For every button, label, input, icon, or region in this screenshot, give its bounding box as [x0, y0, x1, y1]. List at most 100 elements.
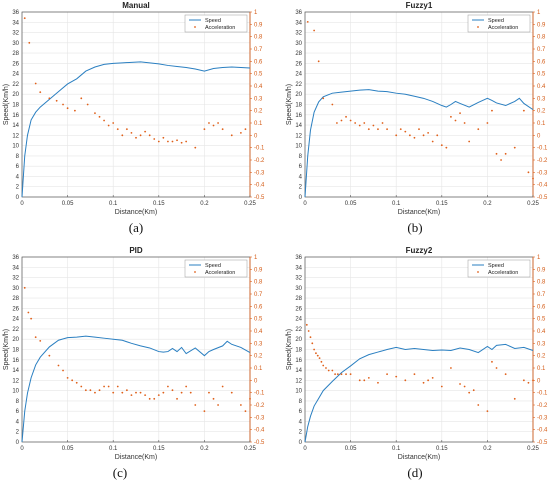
acceleration-point	[84, 389, 87, 392]
acceleration-point	[148, 397, 151, 400]
acceleration-point	[431, 140, 434, 143]
acceleration-point	[203, 410, 206, 413]
y-tick-label: 24	[12, 72, 19, 78]
x-tick-label: 0	[303, 446, 307, 452]
y-tick-label: 14	[295, 368, 302, 374]
acceleration-point	[121, 391, 124, 394]
x-tick-label: 0.15	[153, 446, 165, 452]
acceleration-point	[144, 394, 147, 397]
y-tick-label: 18	[295, 103, 302, 109]
x-tick-label: 0.25	[527, 446, 539, 452]
x-tick-label: 0	[303, 201, 307, 207]
y2-tick-label: 0.8	[537, 35, 546, 41]
y2-tick-label: -0.3	[254, 415, 265, 421]
y-tick-label: 20	[12, 92, 19, 98]
acceleration-point	[331, 369, 334, 372]
acceleration-point	[185, 140, 188, 143]
legend-box	[467, 259, 531, 278]
acceleration-point	[239, 131, 242, 134]
acceleration-point	[450, 115, 452, 118]
y2-tick-label: 0.2	[254, 354, 263, 360]
y-tick-label: 20	[295, 92, 302, 98]
legend-box	[467, 14, 531, 33]
acceleration-point	[208, 122, 210, 124]
y2-tick-label: 1	[254, 255, 258, 261]
acceleration-point	[162, 136, 165, 139]
acceleration-point	[107, 124, 110, 127]
acceleration-point	[27, 311, 30, 314]
y2-tick-label: -0.3	[537, 170, 548, 176]
acceleration-point	[431, 376, 434, 379]
y-tick-label: 16	[12, 113, 19, 119]
y2-tick-label: 1	[537, 255, 541, 261]
acceleration-point	[135, 136, 137, 139]
y-tick-label: 12	[295, 378, 302, 384]
acceleration-point	[445, 146, 448, 149]
speed-line	[21, 61, 251, 198]
legend-speed-label: Speed	[205, 263, 221, 269]
acceleration-point	[230, 391, 233, 394]
acceleration-point	[48, 354, 51, 357]
acceleration-point	[217, 404, 219, 406]
acceleration-point	[500, 159, 502, 161]
y2-tick-label: 0.2	[254, 109, 263, 115]
x-tick-label: 0.25	[244, 446, 256, 452]
acceleration-point	[491, 360, 493, 363]
y-tick-label: 18	[295, 348, 302, 354]
y-tick-label: 20	[12, 337, 19, 343]
acceleration-point	[89, 389, 92, 392]
acceleration-point	[162, 391, 165, 394]
acceleration-point	[395, 134, 398, 137]
acceleration-point	[408, 134, 411, 137]
acceleration-point	[440, 144, 443, 147]
acceleration-point	[103, 119, 105, 122]
y2-tick-label: 0.9	[254, 22, 263, 28]
acceleration-point	[413, 136, 416, 139]
acceleration-point	[463, 385, 466, 388]
acceleration-point	[527, 381, 530, 384]
acceleration-point	[112, 391, 115, 394]
acceleration-point	[454, 119, 457, 122]
y-tick-label: 34	[295, 20, 302, 26]
x-axis-label: Distance(Km)	[115, 209, 157, 216]
y-tick-label: 32	[12, 276, 19, 282]
y2-tick-label: 0	[254, 378, 258, 384]
y-tick-label: 4	[299, 419, 303, 425]
y-tick-label: 30	[12, 41, 19, 47]
acceleration-point	[167, 385, 169, 388]
y-tick-label: 22	[295, 327, 302, 333]
x-tick-label: 0.2	[483, 446, 492, 452]
acceleration-point	[48, 97, 51, 100]
acceleration-point	[468, 391, 471, 394]
y2-tick-label: 0.3	[537, 96, 546, 102]
acceleration-point	[30, 317, 33, 320]
x-tick-label: 0.25	[527, 201, 539, 207]
y-tick-label: 2	[16, 430, 20, 436]
y2-tick-label: -0.2	[537, 158, 548, 164]
panel-caption: (c)	[113, 465, 127, 480]
acceleration-point	[427, 131, 430, 134]
acceleration-point	[504, 152, 507, 155]
y-tick-label: 14	[12, 123, 19, 129]
y-tick-label: 30	[295, 286, 302, 292]
legend-acceleration-label: Acceleration	[205, 270, 235, 276]
acceleration-point	[522, 379, 525, 382]
chart-title: PID	[129, 246, 143, 255]
acceleration-point	[28, 41, 31, 44]
y-tick-label: 26	[295, 306, 302, 312]
acceleration-point	[513, 397, 516, 400]
y2-tick-label: 0.6	[537, 304, 546, 310]
acceleration-point	[336, 373, 339, 376]
y-tick-label: 8	[299, 399, 303, 405]
acceleration-point	[94, 391, 96, 394]
legend-speed-label: Speed	[488, 263, 504, 269]
y2-tick-label: 0.5	[254, 317, 263, 323]
y-tick-label: 2	[16, 185, 20, 191]
y2-tick-label: -0.1	[254, 391, 265, 397]
acceleration-point	[404, 379, 407, 382]
